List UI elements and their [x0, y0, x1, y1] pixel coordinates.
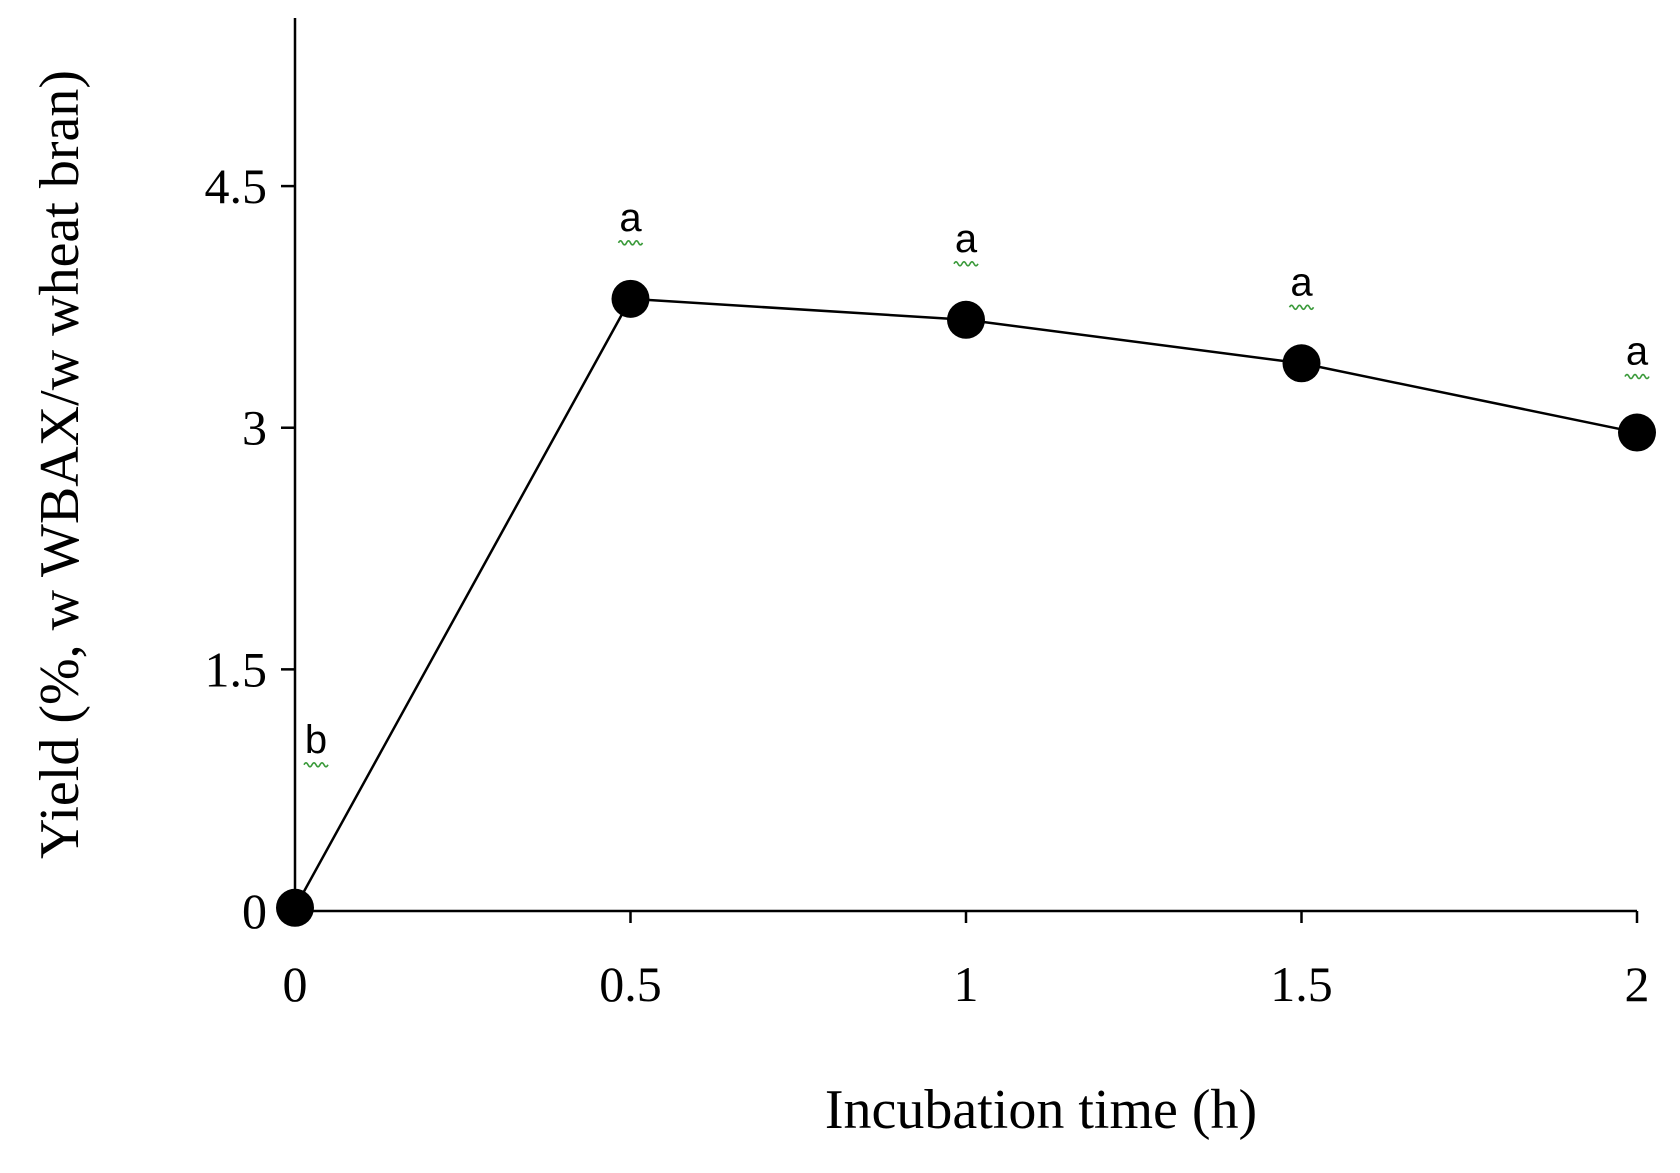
point-annotation: a [619, 196, 642, 240]
spellcheck-squiggle [303, 762, 329, 768]
data-point [947, 300, 985, 339]
spellcheck-squiggle [953, 261, 979, 267]
series-line [293, 297, 1638, 909]
x-tick-label: 0 [283, 956, 308, 1012]
data-point [276, 888, 314, 927]
y-tick-label: 0 [242, 883, 267, 939]
y-tick-label: 4.5 [205, 158, 268, 214]
y-tick-label: 3 [242, 400, 267, 456]
y-tick-label: 1.5 [205, 641, 268, 697]
axis-ticks [281, 184, 1639, 923]
tick-labels: 0 1.5 3 4.5 0 0.5 1 1.5 2 [205, 158, 1650, 1012]
x-tick-label: 0.5 [599, 956, 662, 1012]
series [276, 279, 1656, 927]
data-point [1282, 344, 1321, 383]
spellcheck-squiggle [617, 240, 644, 246]
spellcheck-squiggle [1288, 304, 1315, 311]
x-axis-title: Incubation time (h) [825, 1079, 1257, 1141]
point-annotation: b [305, 718, 327, 762]
spellcheck-squiggle [1624, 373, 1650, 380]
x-tick-label: 1.5 [1270, 956, 1333, 1012]
point-annotation: a [1626, 330, 1649, 374]
point-annotation: a [955, 217, 978, 261]
x-tick-label: 2 [1625, 956, 1650, 1012]
x-tick-label: 1 [954, 956, 979, 1012]
data-point [611, 279, 650, 318]
annotations: b a a a a [303, 196, 1650, 768]
data-point [1618, 413, 1656, 452]
point-annotation: a [1290, 260, 1313, 304]
y-axis-title: Yield (%, w WBAX/w wheat bran) [29, 70, 91, 859]
